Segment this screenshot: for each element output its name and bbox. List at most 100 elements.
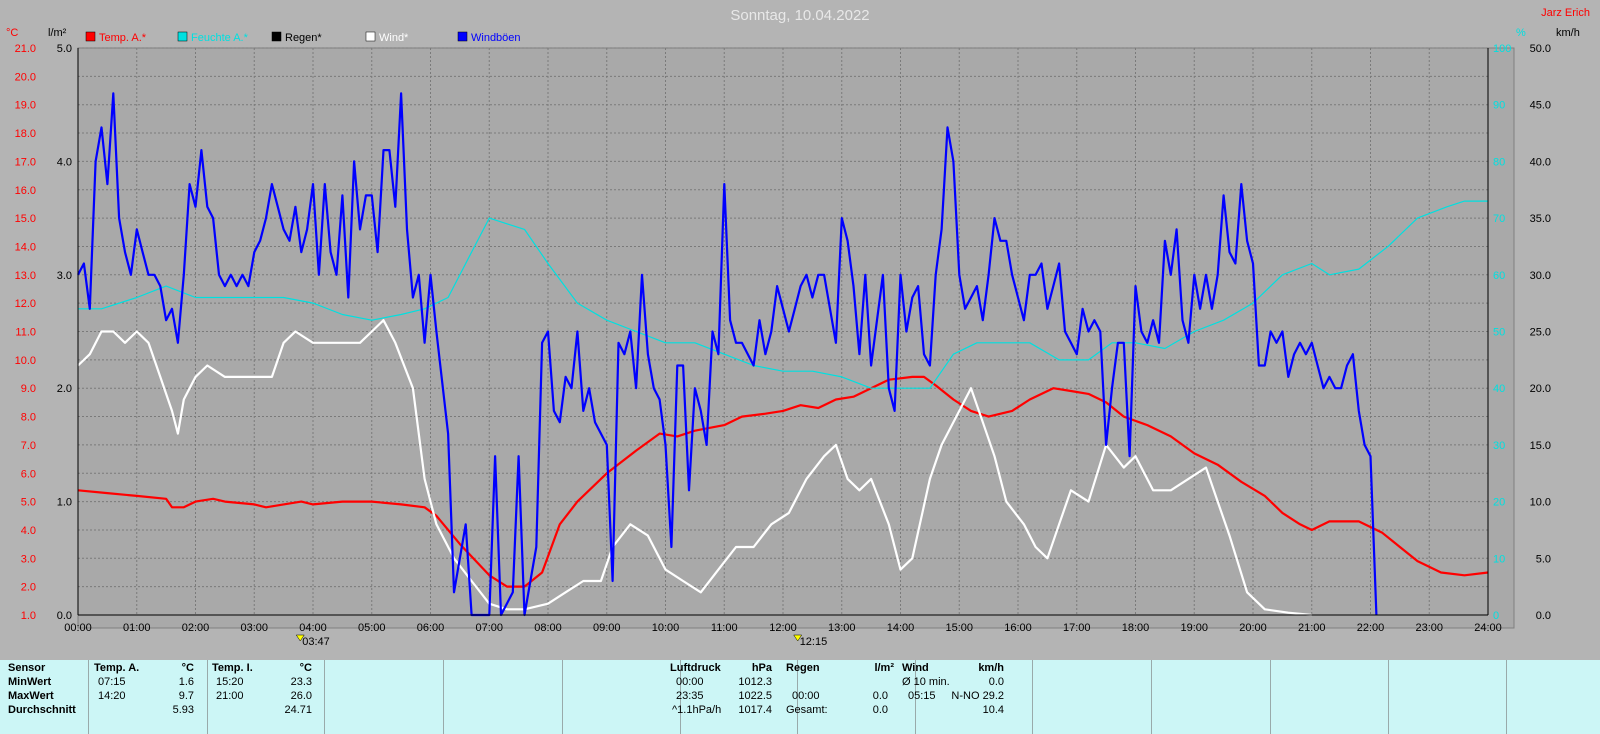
legend-label: Wind* [379,32,409,44]
humidity-tick-label: 10 [1493,553,1505,565]
rain-unit-label: l/m² [48,27,67,39]
legend-label: Temp. A.* [99,32,147,44]
x-tick-label: 11:00 [711,622,738,634]
legend-swatch [457,31,468,42]
x-tick-label: 04:00 [299,622,327,634]
temp-tick-label: 18.0 [15,128,36,140]
legend-label: Feuchte A.* [191,32,249,44]
humidity-tick-label: 100 [1493,43,1511,55]
pressure-min-value: 1012.3 [738,676,772,688]
rain-tick-label: 0.0 [57,610,72,622]
x-tick-label: 12:00 [769,622,797,634]
temp-tick-label: 1.0 [21,610,36,622]
pressure-min-time: 00:00 [676,676,704,688]
rain-max-value: 0.0 [872,690,888,702]
pressure-column: Luftdruck hPa 00:00 1012.3 23:35 1022.5 … [670,662,780,734]
x-tick-label: 03:00 [240,622,268,634]
wind-avg10-label: Ø 10 min. [902,676,950,688]
pressure-avg-value: 1017.4 [738,704,772,716]
author-label: Jarz Erich [1541,7,1590,19]
time-marker-icon [793,634,803,642]
temp-a-max-value: 9.7 [178,690,194,702]
wind-tick-label: 45.0 [1530,100,1551,112]
rain-tick-label: 4.0 [57,156,72,168]
x-tick-label: 13:00 [828,622,856,634]
sensor-header: Sensor [8,662,46,674]
temp-tick-label: 21.0 [15,43,36,55]
rain-total-label: Gesamt: [786,704,828,716]
series-layer [77,92,1489,617]
temp-tick-label: 12.0 [15,298,36,310]
humidity-tick-label: 40 [1493,383,1505,395]
humidity-tick-label: 0 [1493,610,1499,622]
wind-tick-label: 10.0 [1530,497,1551,509]
temp-a-min-time: 07:15 [98,676,126,688]
time-marker-label: 03:47 [302,636,330,648]
x-tick-label: 19:00 [1180,622,1208,634]
rain-column: Regen l/m² 00:00 0.0 Gesamt: 0.0 [786,662,894,734]
sensor-column: Sensor MinWert MaxWert Durchschnitt [8,662,88,734]
x-tick-label: 00:00 [64,622,92,634]
temp-tick-label: 16.0 [15,185,36,197]
x-tick-label: 22:00 [1357,622,1385,634]
temp-tick-label: 6.0 [21,468,36,480]
wind-tick-label: 0.0 [1536,610,1551,622]
axes-layer: 21.0 20.0 19.0 18.0 17.0 16.0 15.0 14.0 13.0 12.0… [15,43,1551,648]
wind-avg-value: 10.4 [982,704,1004,716]
humidity-unit-label: % [1516,27,1526,39]
temp-tick-label: 13.0 [15,270,36,282]
temp-a-min-value: 1.6 [178,676,194,688]
temp-tick-label: 8.0 [21,412,36,424]
x-tick-label: 10:00 [652,622,680,634]
temp-tick-label: 9.0 [21,383,36,395]
temp-tick-label: 3.0 [21,553,36,565]
temp-tick-label: 11.0 [15,327,36,339]
legend-swatch [271,31,282,42]
max-label: MaxWert [8,690,54,702]
temp-unit-label: °C [6,27,18,39]
rain-header: Regen [786,662,820,674]
temp-tick-label: 19.0 [15,100,36,112]
wind-avg10-value: 0.0 [988,676,1004,688]
temp-i-unit: °C [299,662,312,674]
humidity-tick-label: 80 [1493,156,1505,168]
wind-tick-label: 35.0 [1530,213,1551,225]
humidity-tick-label: 30 [1493,440,1505,452]
time-marker-icon [295,634,305,642]
humidity-tick-label: 60 [1493,270,1505,282]
humidity-tick-label: 20 [1493,497,1505,509]
wind-tick-label: 20.0 [1530,383,1551,395]
pressure-header: Luftdruck [670,662,721,674]
plot-area [77,47,1515,629]
x-tick-label: 16:00 [1004,622,1032,634]
temp-a-unit: °C [181,662,194,674]
x-tick-label: 21:00 [1298,622,1326,634]
temp-tick-label: 20.0 [15,71,36,83]
humidity-tick-label: 70 [1493,213,1505,225]
x-tick-label: 17:00 [1063,622,1091,634]
temp-i-avg-value: 24.71 [284,704,312,716]
series-line [77,375,1489,588]
series-line [78,200,1488,389]
temp-a-header: Temp. A. [94,662,140,674]
temp-a-max-time: 14:20 [98,690,126,702]
wind-tick-label: 15.0 [1530,440,1551,452]
temp-i-column: Temp. I. °C 15:20 23.3 21:00 26.0 24.71 [212,662,322,734]
pressure-trend: ^1.1hPa/h [672,704,722,716]
temp-tick-label: 2.0 [21,582,36,594]
rain-tick-label: 2.0 [57,383,72,395]
series-line [77,92,1378,617]
wind-tick-label: 50.0 [1530,43,1551,55]
wind-header: Wind [902,662,929,674]
x-tick-label: 07:00 [475,622,503,634]
pressure-max-time: 23:35 [676,690,704,702]
humidity-tick-label: 90 [1493,100,1505,112]
temp-i-max-value: 26.0 [290,690,312,702]
legend-label: Windböen [471,32,521,44]
wind-unit-label: km/h [1556,27,1580,39]
avg-label: Durchschnitt [8,704,76,716]
temp-a-avg-value: 5.93 [172,704,194,716]
temp-tick-label: 4.0 [21,525,36,537]
temp-tick-label: 14.0 [15,241,36,253]
min-label: MinWert [8,676,52,688]
